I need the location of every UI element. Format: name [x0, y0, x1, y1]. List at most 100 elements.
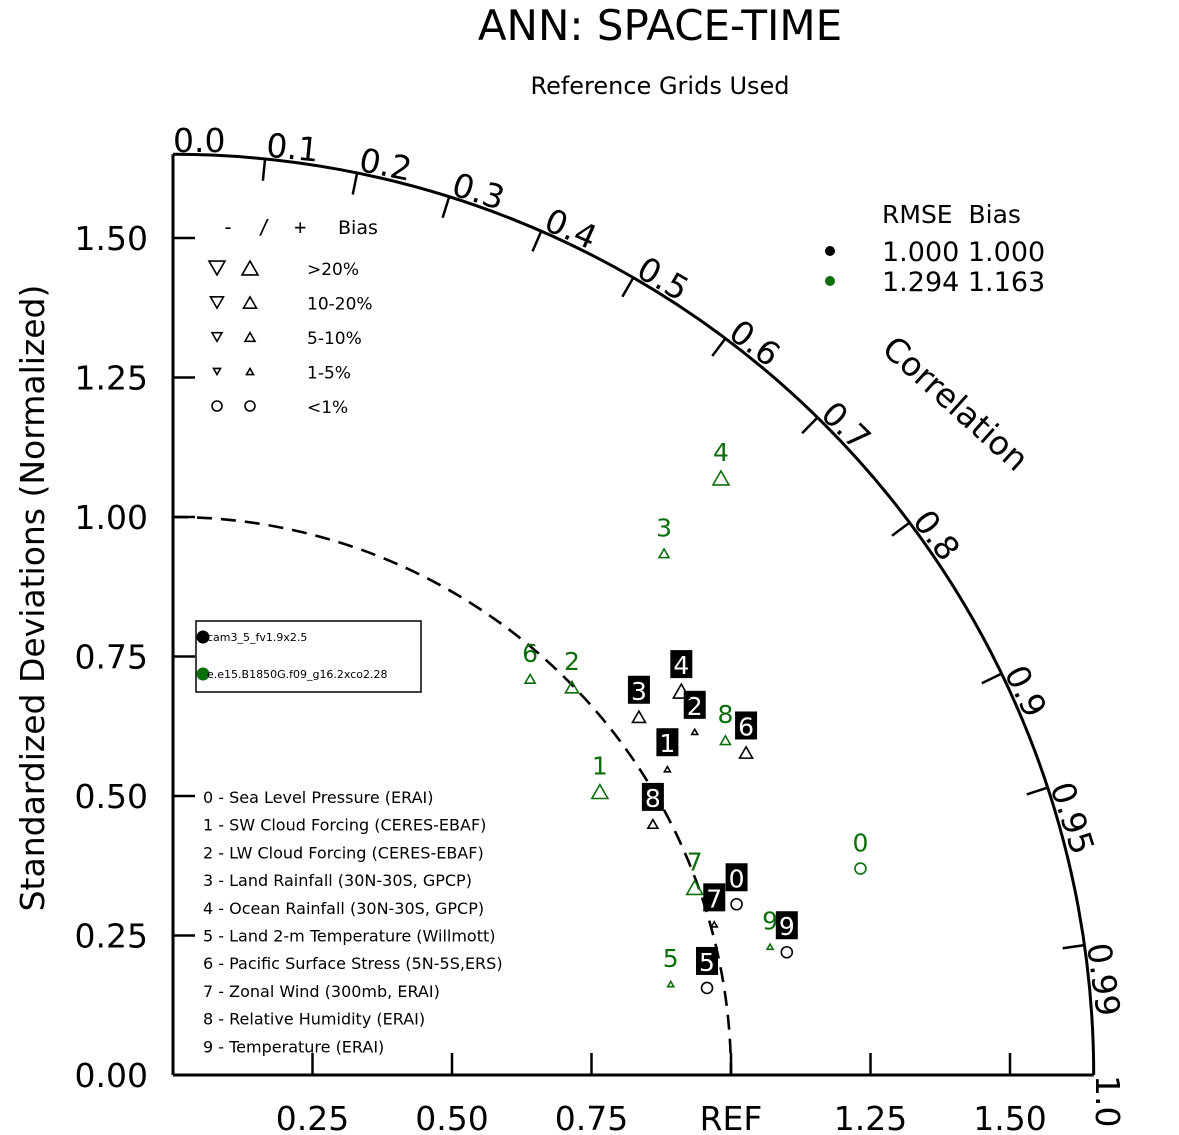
variable-legend-item: 6 - Pacific Surface Stress (5N-5S,ERS): [203, 954, 503, 973]
rmse-legend-dot: [825, 276, 835, 286]
corr-tick: [261, 158, 267, 181]
corr-tick-label: 0.95: [1042, 777, 1102, 859]
series1-marker-2: [564, 679, 580, 694]
series0-label-0: 0: [729, 864, 745, 893]
x-tick-label: 1.25: [834, 1099, 907, 1135]
y-tick-label: 0.00: [75, 1056, 148, 1095]
variable-legend-item: 5 - Land 2-m Temperature (Willmott): [203, 927, 496, 946]
series1-label-7: 7: [687, 848, 703, 877]
x-tick-label: 0.25: [276, 1099, 349, 1135]
variable-legend-item: 9 - Temperature (ERAI): [203, 1037, 384, 1056]
corr-tick-label: 0.4: [539, 200, 603, 257]
rmse-legend-dot: [825, 246, 835, 256]
bias-legend-label: <1%: [307, 398, 348, 418]
y-tick-label: 0.25: [75, 917, 148, 956]
y-axis-label: Standardized Deviations (Normalized): [13, 285, 52, 912]
series0-marker-2: [690, 727, 700, 736]
series0-label-1: 1: [659, 729, 675, 758]
bias-legend-rows: >20% 10-20% 5-10% 1-5% <1%: [207, 259, 373, 418]
bias-legend-label: 5-10%: [307, 329, 362, 349]
x-tick-label: 1.50: [973, 1099, 1046, 1135]
outer-arc: [172, 152, 1096, 1076]
series1-marker-8: [719, 734, 732, 746]
corr-tick-label: 0.0: [173, 121, 225, 160]
series0-label-box-9: [775, 911, 798, 940]
corr-tick-label: 0.7: [814, 394, 879, 459]
case-legend-frame: [195, 620, 422, 693]
corr-tick-label: 1.0: [1088, 1075, 1127, 1127]
bias-legend: - / + Bias >20% 10-20% 5-10% 1-5% <1%: [207, 215, 378, 418]
series1-marker-0: [854, 862, 867, 875]
bias-legend-label: >20%: [307, 260, 359, 280]
bias-legend-label: 10-20%: [307, 295, 373, 315]
series0-label-6: 6: [738, 712, 754, 741]
y-tick-label: 1.25: [75, 359, 148, 398]
chart-title: ANN: SPACE-TIME: [478, 1, 842, 50]
series0-marker-5: [700, 981, 714, 995]
rmse-legend-value: 1.294 1.163: [882, 267, 1045, 298]
corr-tick-label: 0.2: [356, 140, 415, 189]
series0-label-5: 5: [699, 948, 715, 977]
corr-tick-label: 0.3: [448, 165, 510, 218]
correlation-label: Correlation: [875, 328, 1036, 479]
variable-legend: 0 - Sea Level Pressure (ERAI) 1 - SW Clou…: [203, 788, 503, 1056]
variable-legend-item: 1 - SW Cloud Forcing (CERES-EBAF): [203, 816, 486, 835]
series0-label-box-4: [670, 650, 693, 679]
rmse-legend-value: 1.000 1.000: [882, 237, 1045, 268]
bias-legend-neg-symbol: [212, 367, 222, 377]
rmse-legend-title: RMSE Bias: [882, 200, 1021, 229]
series0-label-box-8: [641, 782, 664, 811]
y-tick-label: 1.50: [75, 219, 148, 258]
corr-tick: [621, 277, 635, 298]
series0-label-box-1: [656, 728, 679, 757]
case-legend-dot: [196, 667, 210, 681]
series0-label-box-5: [696, 946, 719, 975]
variable-legend-item: 7 - Zonal Wind (300mb, ERAI): [203, 982, 440, 1001]
reference-arc: [172, 515, 733, 1076]
bias-legend-neg-symbol: [209, 296, 225, 310]
series1-label-3: 3: [656, 513, 672, 542]
bias-legend-sign: - / +: [222, 215, 306, 239]
corr-tick: [441, 196, 451, 219]
corr-tick-label: 0.8: [905, 502, 968, 567]
corr-tick: [1026, 786, 1049, 796]
bias-legend-pos-symbol: [242, 295, 258, 309]
bias-legend-neg-symbol: [207, 260, 227, 277]
variable-legend-item: 2 - LW Cloud Forcing (CERES-EBAF): [203, 843, 484, 862]
series1-marker-9: [765, 942, 775, 951]
chart-subtitle: Reference Grids Used: [530, 72, 789, 100]
series0-marker-8: [646, 817, 660, 830]
series0-marker-7: [709, 920, 719, 928]
corr-tick: [531, 230, 543, 252]
x-tick-label: 0.50: [415, 1099, 488, 1135]
y-tick-label: 1.00: [75, 498, 148, 537]
variable-legend-item: 8 - Relative Humidity (ERAI): [203, 1010, 425, 1029]
series1-marker-1: [590, 782, 610, 800]
corr-tick: [351, 172, 359, 195]
series0-label-box-3: [627, 675, 650, 704]
case-legend-name: e.e15.B1850G.f09_g16.2xco2.28: [207, 668, 388, 681]
corr-tick-label: 0.6: [722, 312, 787, 375]
bias-legend-label: 1-5%: [307, 364, 351, 384]
series1-label-1: 1: [592, 752, 608, 781]
series0-label-9: 9: [779, 912, 795, 941]
series0-label-box-6: [735, 711, 758, 740]
corr-tick-label: 0.5: [631, 249, 696, 309]
series0-marker-3: [631, 709, 647, 724]
x-tick-label: 0.75: [555, 1099, 628, 1135]
corr-tick-label: 0.9: [997, 659, 1055, 723]
corr-tick-label: 0.99: [1079, 940, 1128, 1018]
corr-tick: [891, 521, 911, 537]
series1-label-0: 0: [853, 829, 869, 858]
variable-legend-item: 0 - Sea Level Pressure (ERAI): [203, 788, 433, 807]
bias-legend-neg-symbol: [210, 331, 224, 343]
case-legend-rows: cam3_5_fv1.9x2.5 e.e15.B1850G.f09_g16.2xc…: [196, 630, 388, 681]
series1-marker-5: [666, 979, 676, 988]
bias-legend-pos-symbol: [244, 400, 256, 412]
case-legend-name: cam3_5_fv1.9x2.5: [207, 631, 307, 644]
series1-label-5: 5: [663, 944, 679, 973]
series0-marker-4: [671, 682, 691, 699]
